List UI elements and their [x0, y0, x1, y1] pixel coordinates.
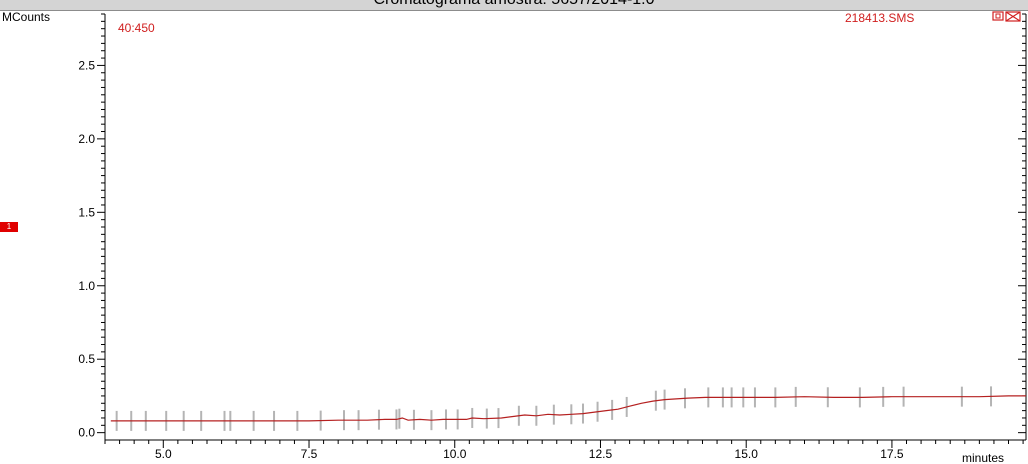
plot-frame: [104, 14, 1027, 441]
trace-group: [110, 395, 1026, 422]
trace-marker[interactable]: 1: [0, 222, 18, 232]
ion-range-label: 40:450: [118, 21, 155, 35]
y-tick-label: 0.5: [78, 352, 95, 366]
x-tick-label: 17.5: [880, 447, 904, 461]
window-title-bar: Cromatograma amostra: 5657/2014-1.0: [0, 0, 1028, 11]
x-tick-label: 12.5: [589, 447, 613, 461]
x-tick-label: 10.0: [443, 447, 467, 461]
y-tick-label: 0.0: [78, 426, 95, 440]
y-axis: 0.0 0.5 1.0 1.5 2.0 2.5: [78, 13, 1026, 440]
x-axis-label: minutes: [962, 451, 1004, 464]
x-tick-label: 5.0: [155, 447, 172, 461]
restore-icon[interactable]: [992, 11, 1004, 21]
y-tick-label: 2.0: [78, 132, 95, 146]
x-tick-label: 15.0: [735, 447, 759, 461]
y-axis-label: MCounts: [2, 10, 50, 24]
chromatogram-trace: [110, 395, 1026, 422]
window-title: Cromatograma amostra: 5657/2014-1.0: [0, 0, 1028, 9]
y-tick-label: 1.0: [78, 279, 95, 293]
scan-segment-marks: [115, 386, 993, 431]
x-axis: 5.0 7.5 10.0 12.5 15.0 17.5: [104, 440, 1024, 461]
x-tick-label: 7.5: [301, 447, 318, 461]
close-icon[interactable]: [1005, 11, 1021, 22]
y-tick-label: 1.5: [78, 205, 95, 219]
y-tick-label: 2.5: [78, 58, 95, 72]
file-name-label: 218413.SMS: [845, 11, 914, 25]
